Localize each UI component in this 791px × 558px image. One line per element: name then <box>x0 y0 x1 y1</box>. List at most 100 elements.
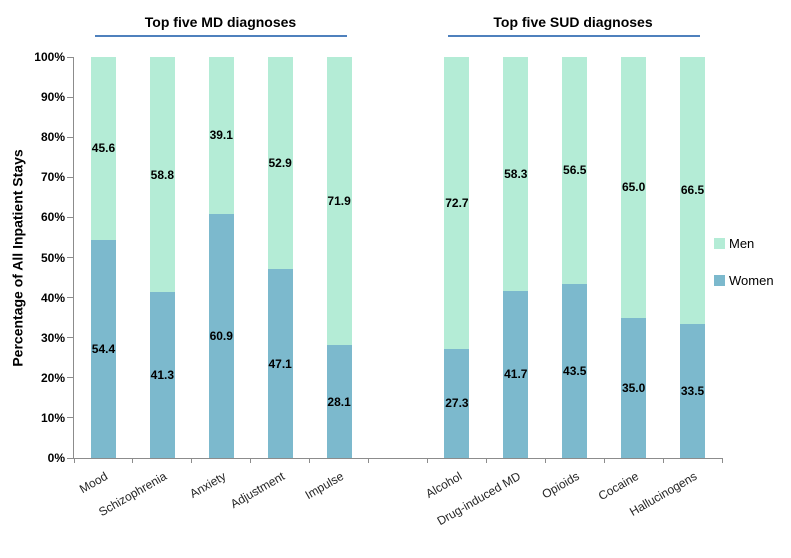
value-label: 33.5 <box>680 383 705 398</box>
legend-label-men: Men <box>729 236 755 251</box>
x-category-label: Anxiety <box>187 469 229 501</box>
x-axis-tick <box>132 458 134 463</box>
plot-area: 0% 10% 20% 30% 40% 50% 60% 70% 80% 90% 100% 54.4 45.… <box>34 50 723 528</box>
value-label: 41.3 <box>150 368 175 383</box>
bar-segment-men: 65.0 <box>621 57 647 318</box>
legend-item-men: Men <box>714 236 774 251</box>
y-axis-tick <box>67 297 73 299</box>
y-axis-tick <box>67 257 73 258</box>
stacked-bar-hallucinogens: 33.5 66.5 <box>680 57 706 458</box>
value-label: 52.9 <box>268 156 292 171</box>
bar-segment-women: 54.4 <box>90 239 116 458</box>
x-category-label: Mood <box>77 469 111 497</box>
y-axis-tick <box>67 56 73 58</box>
stacked-bar-adjustment: 47.1 52.9 <box>267 57 293 458</box>
y-axis-tick <box>67 216 73 218</box>
value-label: 72.7 <box>445 195 469 210</box>
bar-segment-men: 56.5 <box>562 57 588 284</box>
bar-segment-women: 43.5 <box>562 283 588 458</box>
value-label: 28.1 <box>327 394 351 409</box>
value-label: 41.7 <box>504 367 528 382</box>
legend: Men Women <box>714 236 774 310</box>
y-axis-tick <box>67 457 73 459</box>
bar-segment-men: 58.3 <box>503 57 529 291</box>
value-label: 60.9 <box>209 328 233 343</box>
x-axis-tick <box>721 458 723 463</box>
x-axis-tick <box>250 458 252 463</box>
value-label: 65.0 <box>621 180 646 195</box>
x-category-label: Alcohol <box>422 469 464 501</box>
x-axis-tick <box>309 458 311 463</box>
group-title-md: Top five MD diagnoses <box>144 14 297 30</box>
y-axis-tick-label: 70% <box>40 170 65 185</box>
y-axis-tick <box>67 377 73 379</box>
legend-swatch-men <box>714 238 725 249</box>
group-title-sud: Top five SUD diagnoses <box>493 14 653 30</box>
y-axis-tick-label: 30% <box>40 330 65 345</box>
stacked-bar-cocaine: 35.0 65.0 <box>621 57 647 458</box>
group-underline-sud <box>448 35 700 37</box>
x-axis-tick <box>544 458 546 463</box>
bar-segment-men: 39.1 <box>208 57 234 214</box>
value-label: 27.3 <box>445 396 469 411</box>
bar-segment-women: 41.7 <box>503 290 529 458</box>
y-axis-tick <box>67 337 73 339</box>
stacked-bar-mood: 54.4 45.6 <box>90 57 116 458</box>
y-axis-tick <box>67 96 73 98</box>
value-label: 58.8 <box>150 167 175 182</box>
value-label: 43.5 <box>563 363 587 378</box>
bar-segment-women: 33.5 <box>680 323 706 458</box>
y-axis-tick-label: 80% <box>40 130 65 145</box>
bar-segment-men: 71.9 <box>326 57 352 346</box>
x-axis-tick <box>485 458 487 463</box>
stacked-bar-opioids: 43.5 56.5 <box>562 57 588 458</box>
x-axis-tick <box>73 458 75 463</box>
group-underline-md <box>95 35 347 37</box>
bar-segment-men: 52.9 <box>267 57 293 270</box>
x-category-label: Opioids <box>539 469 582 502</box>
legend-item-women: Women <box>714 273 774 288</box>
bar-segment-women: 41.3 <box>149 292 175 458</box>
bar-segment-men: 66.5 <box>680 57 706 324</box>
value-label: 39.1 <box>209 128 233 143</box>
legend-swatch-women <box>714 275 725 286</box>
stacked-bar-schizophrenia: 41.3 58.8 <box>149 56 175 458</box>
value-label: 58.3 <box>504 166 528 181</box>
y-axis-tick-label: 50% <box>40 250 65 265</box>
x-axis-tick <box>426 458 428 463</box>
legend-label-women: Women <box>729 273 774 288</box>
bar-segment-women: 27.3 <box>444 348 470 458</box>
y-axis-tick-label: 20% <box>40 370 65 385</box>
stacked-bar-impulse: 28.1 71.9 <box>326 57 352 458</box>
x-category-label: Adjustment <box>228 469 288 512</box>
value-label: 47.1 <box>268 356 292 371</box>
y-axis-tick-label: 0% <box>47 451 65 465</box>
stacked-bar-alcohol: 27.3 72.7 <box>444 57 470 458</box>
x-axis-tick <box>368 458 370 463</box>
value-label: 45.6 <box>91 141 116 156</box>
y-axis-tick-label: 60% <box>40 210 65 225</box>
value-label: 54.4 <box>91 341 116 356</box>
bar-segment-men: 72.7 <box>444 57 470 349</box>
y-axis-tick-label: 90% <box>40 90 65 105</box>
y-axis-tick <box>67 176 73 178</box>
value-label: 66.5 <box>680 183 705 198</box>
x-category-label: Impulse <box>302 469 347 503</box>
x-axis-tick <box>603 458 605 463</box>
x-axis-tick <box>191 458 193 463</box>
value-label: 71.9 <box>327 194 351 209</box>
y-axis-tick-label: 100% <box>34 50 65 64</box>
bar-segment-men: 45.6 <box>90 57 116 240</box>
y-axis-tick <box>67 417 73 419</box>
y-axis-tick-label: 10% <box>40 410 65 425</box>
value-label: 35.0 <box>621 380 646 395</box>
bar-segment-women: 28.1 <box>326 345 352 458</box>
x-category-label: Cocaine <box>595 469 641 504</box>
bar-segment-women: 35.0 <box>621 317 647 458</box>
y-axis-tick <box>67 136 73 138</box>
bar-segment-women: 60.9 <box>208 213 234 458</box>
stacked-bar-drug-induced-md: 41.7 58.3 <box>503 57 529 458</box>
bar-segment-men: 58.8 <box>149 56 175 293</box>
x-axis-tick <box>662 458 664 463</box>
